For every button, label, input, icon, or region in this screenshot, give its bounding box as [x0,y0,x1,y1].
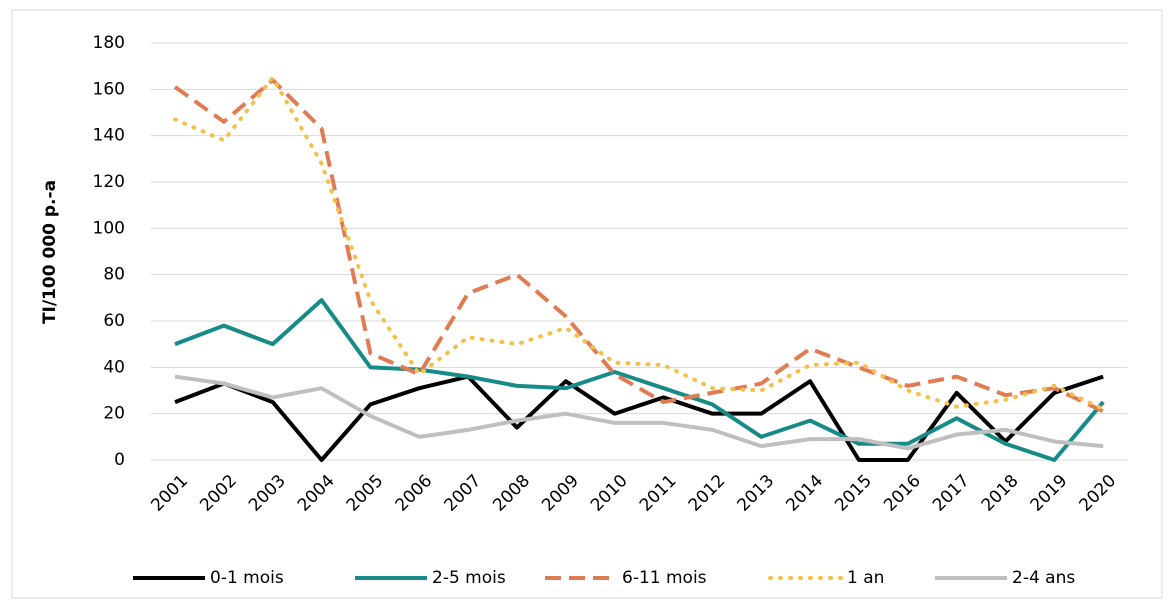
y-tick-label: 140 [93,126,125,146]
legend-label: 6-11 mois [622,568,707,588]
legend-label: 0-1 mois [210,568,284,588]
y-tick-label: 100 [93,218,125,238]
y-tick-label: 180 [93,33,125,53]
y-tick-label: 160 [93,79,125,99]
y-tick-label: 20 [103,404,125,424]
y-tick-label: 0 [114,450,125,470]
series-line [173,78,1105,414]
legend-label: 1 an [847,568,884,588]
y-tick-label: 120 [93,172,125,192]
y-axis-label: TI/100 000 p.-a [40,180,60,324]
series-line [174,298,1105,462]
series-line [174,374,1104,451]
legend-label: 2-4 ans [1012,568,1075,588]
y-tick-label: 40 [103,357,125,377]
legend-label: 2-5 mois [432,568,506,588]
series-line [173,75,1106,412]
y-tick-label: 80 [103,265,125,285]
y-tick-label: 60 [103,311,125,331]
